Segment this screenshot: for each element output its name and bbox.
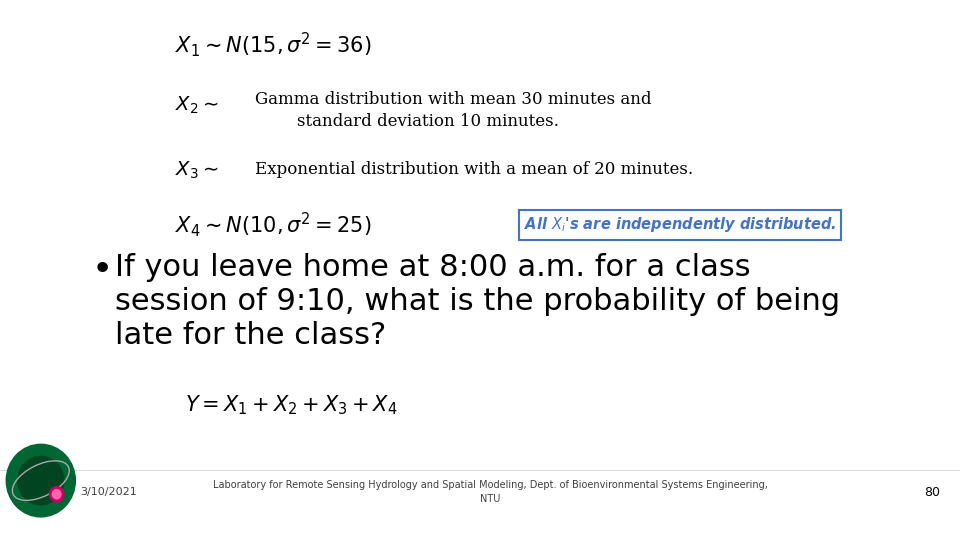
Text: $Y = X_1 + X_2 + X_3 + X_4$: $Y = X_1 + X_2 + X_3 + X_4$ xyxy=(185,393,397,417)
Text: session of 9:10, what is the probability of being: session of 9:10, what is the probability… xyxy=(115,287,840,316)
Text: standard deviation 10 minutes.: standard deviation 10 minutes. xyxy=(255,113,559,131)
Text: $X_3 \sim$: $X_3 \sim$ xyxy=(175,159,219,181)
Text: Exponential distribution with a mean of 20 minutes.: Exponential distribution with a mean of … xyxy=(255,161,693,179)
Circle shape xyxy=(6,444,75,517)
Text: $X_4 \sim N(10,\sigma^2 = 25)$: $X_4 \sim N(10,\sigma^2 = 25)$ xyxy=(175,211,372,239)
Text: Gamma distribution with mean 30 minutes and: Gamma distribution with mean 30 minutes … xyxy=(255,91,652,109)
Text: If you leave home at 8:00 a.m. for a class: If you leave home at 8:00 a.m. for a cla… xyxy=(115,253,751,282)
Circle shape xyxy=(17,456,63,505)
Circle shape xyxy=(49,487,63,502)
Circle shape xyxy=(52,490,60,499)
Text: Laboratory for Remote Sensing Hydrology and Spatial Modeling, Dept. of Bioenviro: Laboratory for Remote Sensing Hydrology … xyxy=(212,480,767,504)
Text: $X_2 \sim$: $X_2 \sim$ xyxy=(175,94,219,116)
Text: 80: 80 xyxy=(924,485,940,498)
Text: All $X_i$'s are independently distributed.: All $X_i$'s are independently distribute… xyxy=(524,215,836,234)
Text: $X_1 \sim N(15,\sigma^2 = 36)$: $X_1 \sim N(15,\sigma^2 = 36)$ xyxy=(175,31,372,59)
Text: •: • xyxy=(92,253,113,287)
Text: 3/10/2021: 3/10/2021 xyxy=(80,487,136,497)
Text: late for the class?: late for the class? xyxy=(115,321,386,350)
